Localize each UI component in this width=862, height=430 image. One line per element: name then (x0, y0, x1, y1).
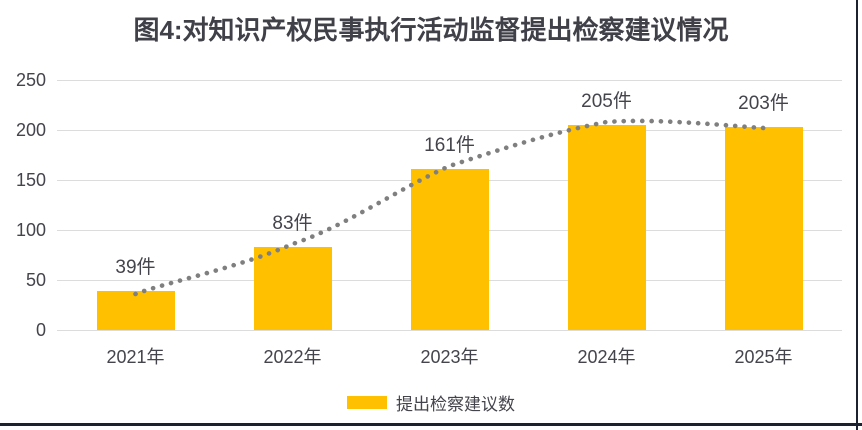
x-axis-category-label: 2025年 (734, 347, 793, 367)
bar-value-label: 203件 (738, 93, 789, 114)
bar-value-label: 39件 (115, 257, 156, 278)
bar-2025年 (724, 127, 803, 330)
bar-2024年 (567, 125, 646, 330)
y-axis-tick-label: 100 (15, 220, 46, 240)
gridline-0 (57, 330, 842, 331)
bar-2022年 (253, 247, 332, 330)
x-axis-category-label: 2022年 (263, 347, 322, 367)
x-axis-category-label: 2021年 (106, 347, 165, 367)
bar-value-label: 161件 (424, 135, 475, 156)
bar-2021年 (96, 291, 175, 330)
legend-label: 提出检察建议数 (396, 394, 515, 414)
right-border-line (856, 0, 858, 430)
y-axis-tick-label: 250 (15, 70, 46, 90)
y-axis-tick-label: 0 (35, 320, 46, 340)
y-axis-tick-label: 50 (25, 270, 46, 290)
bar-2023年 (410, 169, 489, 330)
x-axis-category-label: 2024年 (577, 347, 636, 367)
bottom-border-line (0, 423, 862, 426)
y-axis-tick-label: 200 (15, 120, 46, 140)
chart-title: 图4:对知识产权民事执行活动监督提出检察建议情况 (133, 15, 729, 45)
legend: 提出检察建议数 (0, 390, 862, 414)
bar-value-label: 205件 (581, 91, 632, 112)
gridline-250 (57, 80, 842, 81)
gridline-200 (57, 130, 842, 131)
x-axis-category-label: 2023年 (420, 347, 479, 367)
y-axis-tick-label: 150 (15, 170, 46, 190)
legend-swatch (347, 395, 387, 409)
bar-value-label: 83件 (272, 213, 313, 234)
